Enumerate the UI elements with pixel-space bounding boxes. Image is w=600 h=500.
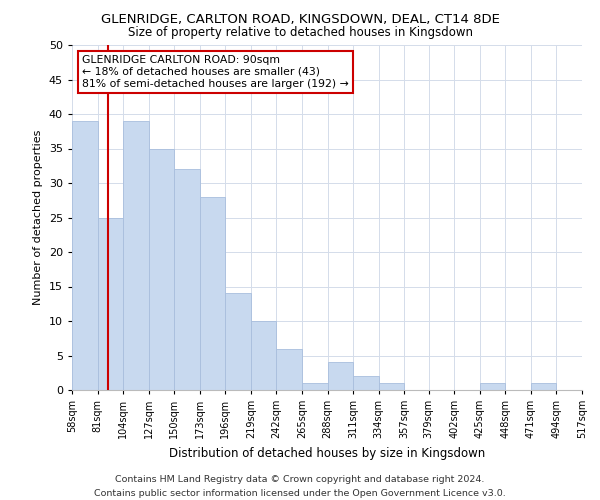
Text: Size of property relative to detached houses in Kingsdown: Size of property relative to detached ho… [128,26,473,39]
Bar [328,362,353,390]
Bar [251,321,277,390]
Bar [302,383,328,390]
Text: GLENRIDGE, CARLTON ROAD, KINGSDOWN, DEAL, CT14 8DE: GLENRIDGE, CARLTON ROAD, KINGSDOWN, DEAL… [101,12,499,26]
Text: Contains HM Land Registry data © Crown copyright and database right 2024.
Contai: Contains HM Land Registry data © Crown c… [94,476,506,498]
Bar [226,294,251,390]
Bar [98,218,123,390]
Bar [200,197,226,390]
Bar [277,348,302,390]
Bar [531,383,556,390]
Bar [480,383,505,390]
Bar [379,383,404,390]
Bar [72,121,98,390]
Bar [123,121,149,390]
Y-axis label: Number of detached properties: Number of detached properties [33,130,43,305]
Bar [174,169,200,390]
X-axis label: Distribution of detached houses by size in Kingsdown: Distribution of detached houses by size … [169,446,485,460]
Text: GLENRIDGE CARLTON ROAD: 90sqm
← 18% of detached houses are smaller (43)
81% of s: GLENRIDGE CARLTON ROAD: 90sqm ← 18% of d… [82,56,349,88]
Bar [149,148,174,390]
Bar [353,376,379,390]
